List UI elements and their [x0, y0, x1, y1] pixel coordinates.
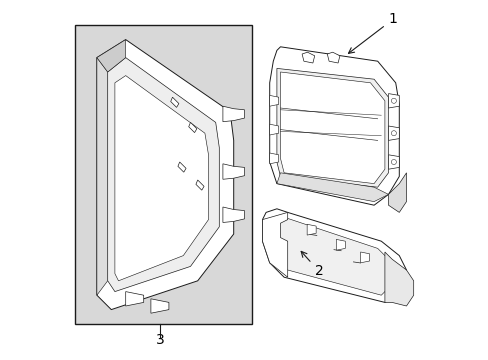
Polygon shape: [97, 58, 107, 295]
Polygon shape: [125, 292, 143, 306]
Polygon shape: [269, 95, 278, 106]
Polygon shape: [387, 173, 406, 212]
Polygon shape: [280, 72, 384, 184]
Polygon shape: [107, 58, 219, 292]
Polygon shape: [306, 224, 316, 235]
Polygon shape: [151, 299, 168, 313]
Polygon shape: [336, 239, 345, 250]
Polygon shape: [223, 164, 244, 179]
Polygon shape: [97, 40, 233, 310]
Polygon shape: [170, 97, 179, 107]
Polygon shape: [269, 124, 278, 135]
Polygon shape: [178, 162, 185, 172]
Text: 2: 2: [301, 251, 323, 278]
Circle shape: [390, 98, 396, 103]
Polygon shape: [269, 47, 399, 205]
Polygon shape: [188, 122, 197, 132]
Polygon shape: [387, 126, 399, 140]
Circle shape: [390, 159, 396, 165]
Polygon shape: [276, 68, 387, 187]
Polygon shape: [262, 212, 287, 277]
Polygon shape: [75, 25, 251, 324]
Circle shape: [390, 131, 396, 136]
Polygon shape: [384, 252, 413, 306]
Polygon shape: [360, 252, 369, 263]
Polygon shape: [196, 180, 203, 190]
Polygon shape: [115, 76, 208, 281]
Polygon shape: [387, 94, 399, 108]
Polygon shape: [273, 216, 395, 295]
Polygon shape: [387, 155, 399, 169]
Polygon shape: [302, 52, 314, 63]
Polygon shape: [326, 52, 339, 63]
Polygon shape: [97, 40, 125, 72]
Polygon shape: [276, 173, 387, 202]
Polygon shape: [269, 153, 278, 164]
Text: 3: 3: [155, 333, 164, 347]
Polygon shape: [262, 209, 406, 302]
Polygon shape: [223, 207, 244, 222]
Polygon shape: [223, 106, 244, 122]
Text: 1: 1: [348, 12, 397, 53]
